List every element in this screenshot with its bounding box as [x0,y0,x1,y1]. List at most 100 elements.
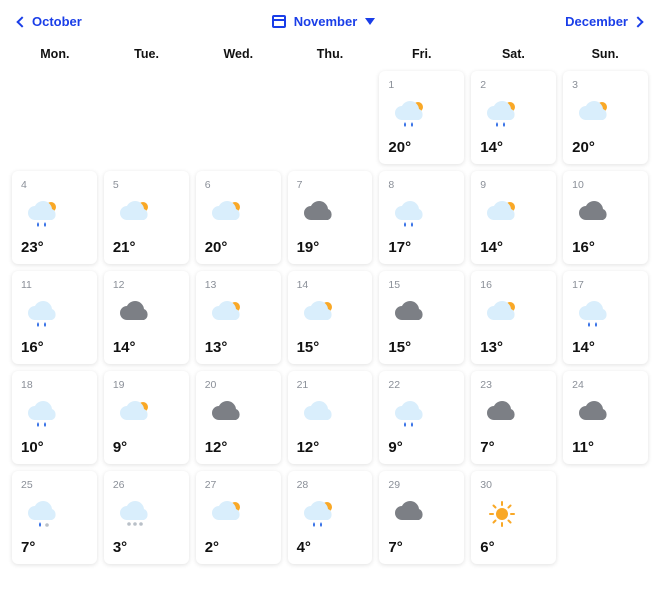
day-cell[interactable]: 1515° [379,271,464,364]
day-number: 10 [572,179,639,191]
calendar-grid: 120°214°320°423°521°620°719°817°914°1016… [0,71,660,576]
temperature: 19° [297,239,364,256]
day-cell[interactable]: 521° [104,171,189,264]
weather-partly-icon [205,297,272,333]
day-cell[interactable]: 817° [379,171,464,264]
day-number: 23 [480,379,547,391]
temperature: 10° [21,439,88,456]
day-cell[interactable]: 1810° [12,371,97,464]
temperature: 4° [297,539,364,556]
day-number: 28 [297,479,364,491]
temperature: 14° [113,339,180,356]
chevron-down-icon [365,18,375,25]
temperature: 9° [113,439,180,456]
temperature: 13° [480,339,547,356]
temperature: 7° [21,539,88,556]
weather-overcast-icon [205,397,272,433]
dow-label: Thu. [287,47,373,61]
temperature: 3° [113,539,180,556]
temperature: 14° [480,139,547,156]
prev-month-label: October [32,14,82,29]
weather-snow-icon [113,497,180,533]
weather-partly-icon [480,297,547,333]
day-cell[interactable]: 1313° [196,271,281,364]
weather-overcast-icon [572,397,639,433]
weather-partly-icon [113,397,180,433]
chevron-left-icon [16,16,27,27]
day-number: 29 [388,479,455,491]
weather-rain-icon [388,397,455,433]
day-cell[interactable]: 29 7° [379,471,464,564]
day-number: 25 [21,479,88,491]
temperature: 13° [205,339,272,356]
temperature: 12° [205,439,272,456]
day-cell[interactable]: 3 20° [563,71,648,164]
day-number: 7 [297,179,364,191]
weather-overcast-icon [480,397,547,433]
weather-partly-icon [297,297,364,333]
dow-label: Fri. [379,47,465,61]
temperature: 2° [205,539,272,556]
next-month-button[interactable]: December [565,14,642,29]
day-number: 19 [113,379,180,391]
day-cell[interactable]: 120° [379,71,464,164]
day-cell[interactable]: 12 14° [104,271,189,364]
temperature: 16° [21,339,88,356]
day-cell[interactable]: 423° [12,171,97,264]
day-cell[interactable]: 28 4° [288,471,373,564]
dow-label: Mon. [12,47,98,61]
day-cell[interactable]: 23 7° [471,371,556,464]
day-cell[interactable]: 1016° [563,171,648,264]
day-number: 11 [21,279,88,291]
day-number: 21 [297,379,364,391]
day-cell[interactable]: 2411° [563,371,648,464]
day-cell[interactable]: 620° [196,171,281,264]
weather-rain_sun-icon [297,497,364,533]
day-cell[interactable]: 306° [471,471,556,564]
next-month-label: December [565,14,628,29]
dow-label: Sun. [562,47,648,61]
weather-rain-icon [572,297,639,333]
empty-cell [12,71,97,164]
day-cell[interactable]: 25 7° [12,471,97,564]
current-month-selector[interactable]: November [272,14,376,29]
day-cell[interactable]: 16 13° [471,271,556,364]
day-number: 27 [205,479,272,491]
day-number: 20 [205,379,272,391]
temperature: 15° [297,339,364,356]
month-nav: October November December [0,0,660,39]
weather-overcast-icon [388,497,455,533]
day-cell[interactable]: 19 9° [104,371,189,464]
day-number: 12 [113,279,180,291]
temperature: 9° [388,439,455,456]
temperature: 23° [21,239,88,256]
day-number: 14 [297,279,364,291]
day-number: 16 [480,279,547,291]
temperature: 14° [572,339,639,356]
day-number: 15 [388,279,455,291]
day-cell[interactable]: 11 16° [12,271,97,364]
day-number: 3 [572,79,639,91]
day-cell[interactable]: 2112° [288,371,373,464]
day-cell[interactable]: 263° [104,471,189,564]
temperature: 20° [572,139,639,156]
day-cell[interactable]: 1714° [563,271,648,364]
weather-rain_sun-icon [21,197,88,233]
day-cell[interactable]: 2 14° [471,71,556,164]
day-cell[interactable]: 14 15° [288,271,373,364]
temperature: 7° [480,439,547,456]
temperature: 6° [480,539,547,556]
weather-overcast-icon [113,297,180,333]
dow-label: Tue. [104,47,190,61]
day-number: 6 [205,179,272,191]
day-cell[interactable]: 914° [471,171,556,264]
day-cell[interactable]: 7 19° [288,171,373,264]
prev-month-button[interactable]: October [18,14,82,29]
day-cell[interactable]: 20 12° [196,371,281,464]
temperature: 7° [388,539,455,556]
day-cell[interactable]: 229° [379,371,464,464]
day-number: 2 [480,79,547,91]
weather-sleet-icon [21,497,88,533]
day-cell[interactable]: 27 2° [196,471,281,564]
weather-partly-icon [205,197,272,233]
